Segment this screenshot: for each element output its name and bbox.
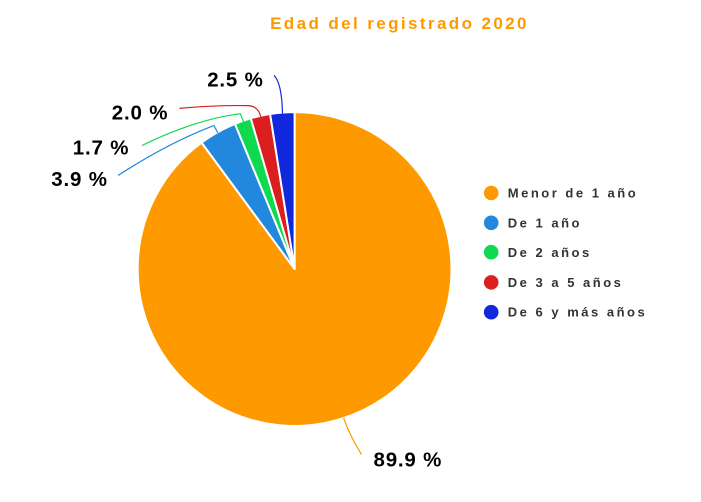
- svg-text:89.9 %: 89.9 %: [374, 448, 443, 471]
- svg-text:3.9 %: 3.9 %: [51, 168, 107, 191]
- svg-text:1.7 %: 1.7 %: [73, 136, 129, 159]
- svg-text:De 3 a 5 años: De 3 a 5 años: [508, 275, 624, 290]
- svg-text:Menor de 1 año: Menor de 1 año: [508, 186, 638, 201]
- svg-text:2.0 %: 2.0 %: [112, 102, 168, 125]
- svg-text:Edad del registrado 2020: Edad del registrado 2020: [270, 14, 529, 33]
- svg-text:De 1 año: De 1 año: [508, 215, 582, 230]
- svg-text:2.5 %: 2.5 %: [207, 69, 263, 92]
- svg-text:De 6 y más años: De 6 y más años: [508, 305, 647, 320]
- svg-text:De 2 años: De 2 años: [508, 245, 592, 260]
